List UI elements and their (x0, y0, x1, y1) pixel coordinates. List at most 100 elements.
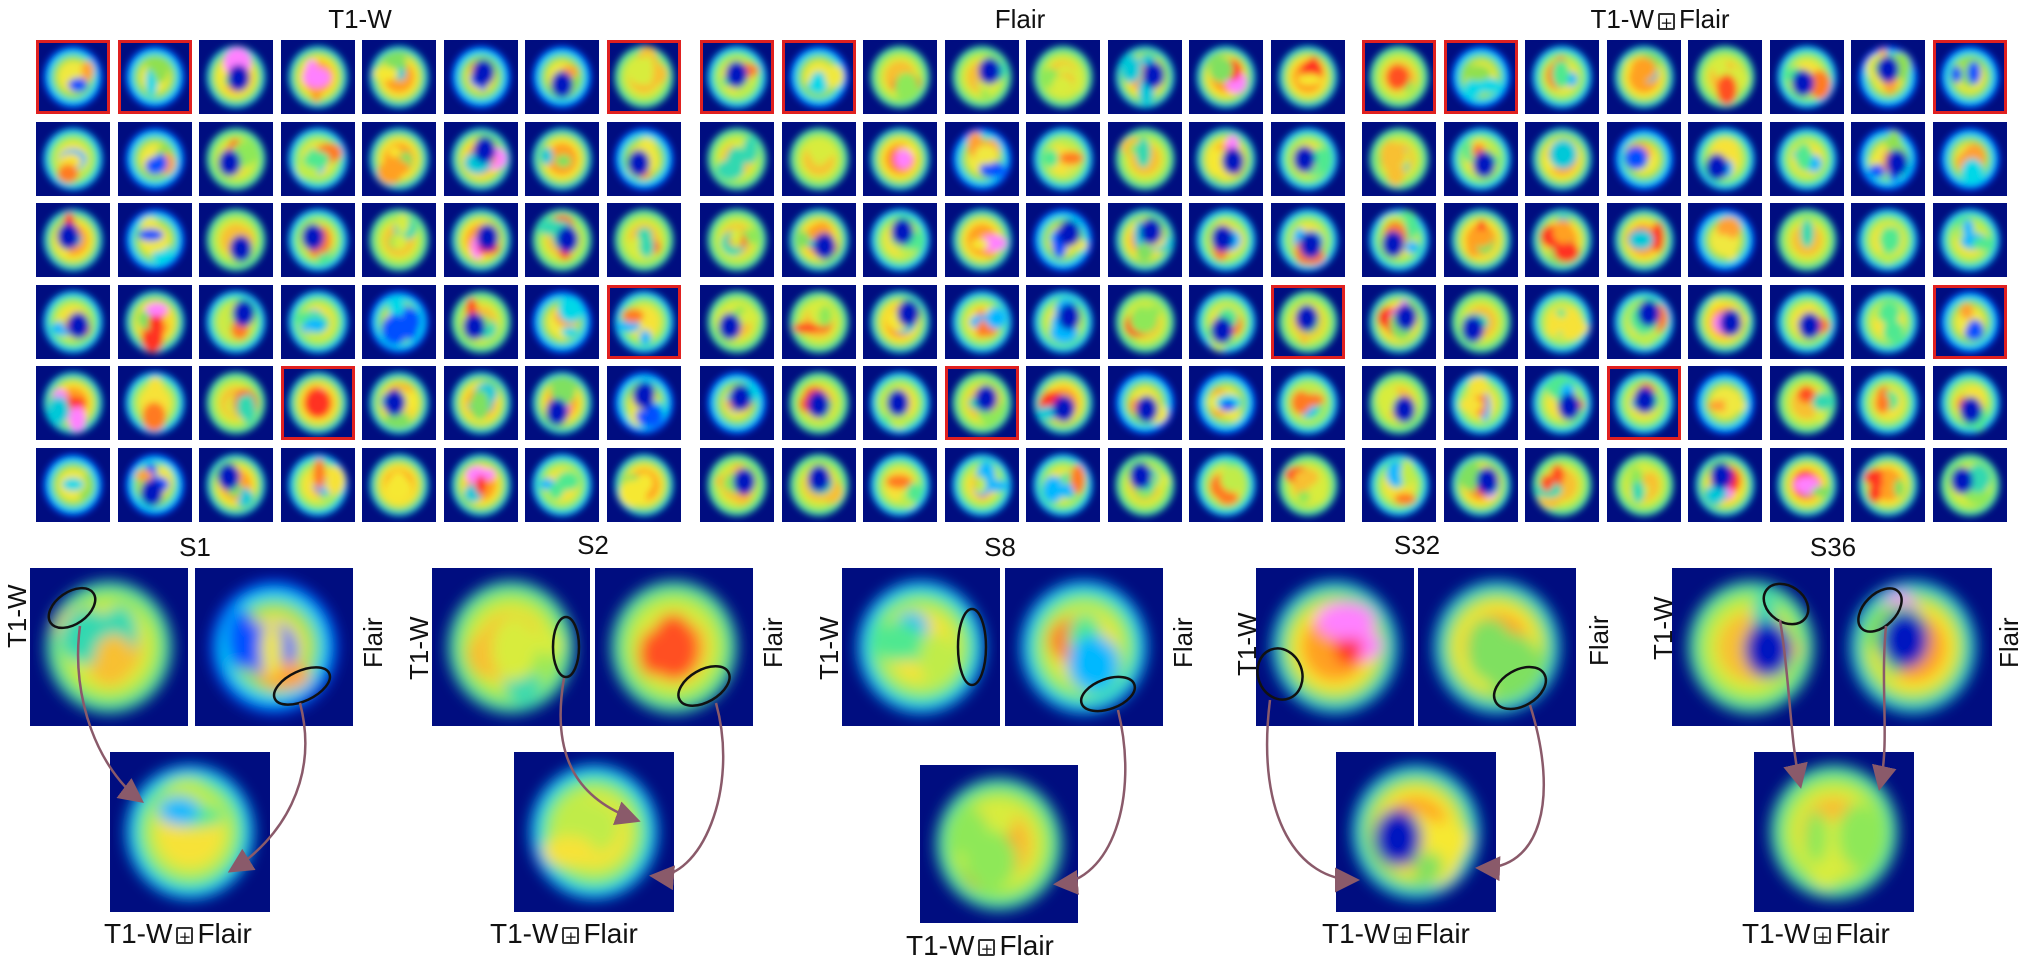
heatmap-tile (36, 121, 110, 196)
heatmap-tile (1189, 366, 1263, 440)
heatmap-tile (700, 447, 774, 522)
heatmap-tile (781, 40, 856, 114)
heatmap-tile (443, 366, 518, 440)
heatmap-tile (1270, 203, 1345, 277)
heatmap-tile (1851, 447, 1925, 522)
heatmap-tile (606, 284, 681, 359)
plus-icon: + (1657, 12, 1675, 31)
t1w-heatmap (30, 568, 188, 726)
t1w-heatmap (1256, 568, 1414, 726)
heatmap-tile (1688, 121, 1762, 196)
heatmap-tile (1606, 203, 1681, 277)
heatmap-tile (1107, 447, 1182, 522)
heatmap-tile (700, 366, 774, 440)
case-s2-caption: T1-W + Flair (490, 918, 638, 950)
heatmap-tile (863, 284, 937, 359)
heatmap-tile (36, 447, 110, 522)
heatmap-tile (443, 447, 518, 522)
caption-part1: T1-W (1742, 918, 1811, 949)
heatmap-tile (700, 203, 774, 277)
heatmap-tile (1026, 366, 1100, 440)
plus-icon: + (978, 939, 996, 957)
heatmap-tile (362, 447, 436, 522)
heatmap-tile (863, 447, 937, 522)
case-s8-right-label: Flair (1168, 617, 1198, 668)
heatmap-tile (606, 447, 681, 522)
heatmap-tile (117, 121, 192, 196)
heatmap-tile (1270, 447, 1345, 522)
heatmap-tile (1525, 366, 1599, 440)
heatmap-tile (1107, 366, 1182, 440)
heatmap-tile (1525, 447, 1599, 522)
heatmap-tile (1688, 284, 1762, 359)
heatmap-tile (606, 40, 681, 114)
heatmap-tile (1026, 447, 1100, 522)
heatmap-tile (1769, 203, 1844, 277)
case-label-s36: S36 (1809, 532, 1857, 562)
heatmap-tile (362, 366, 436, 440)
fused-heatmap (514, 752, 674, 912)
heatmap-tile (280, 447, 355, 522)
case-s1-caption: T1-W + Flair (104, 918, 252, 950)
heatmap-tile (280, 284, 355, 359)
heatmap-tile (443, 284, 518, 359)
fused-heatmap (1754, 752, 1914, 912)
heatmap-tile (1362, 447, 1436, 522)
plus-icon: + (1394, 927, 1412, 945)
heatmap-tile (1688, 447, 1762, 522)
case-label-s1: S1 (179, 532, 211, 562)
heatmap-tile (1026, 121, 1100, 196)
heatmap-tile (280, 203, 355, 277)
heatmap-tile (36, 203, 110, 277)
caption-part2: Flair (999, 930, 1054, 961)
caption-part2: Flair (197, 918, 252, 949)
heatmap-tile (117, 447, 192, 522)
case-s36-right-label: Flair (1994, 617, 2024, 668)
heatmap-tile (1688, 366, 1762, 440)
heatmap-tile (1362, 203, 1436, 277)
heatmap-tile (1851, 284, 1925, 359)
case-s2-right-label: Flair (758, 617, 788, 668)
heatmap-tile (781, 447, 856, 522)
heatmap-tile (199, 203, 273, 277)
heatmap-tile (1270, 40, 1345, 114)
heatmap-tile (1688, 203, 1762, 277)
heatmap-tile (1026, 203, 1100, 277)
heatmap-tile (1270, 366, 1345, 440)
heatmap-tile (1851, 366, 1925, 440)
caption-part1: T1-W (906, 930, 975, 961)
case-label-s8: S8 (984, 532, 1016, 562)
heatmap-tile (1443, 203, 1518, 277)
heatmap-tile (1026, 40, 1100, 114)
caption-part2: Flair (583, 918, 638, 949)
heatmap-tile (1270, 121, 1345, 196)
heatmap-tile (1270, 284, 1345, 359)
heatmap-tile (199, 284, 273, 359)
heatmap-tile (443, 121, 518, 196)
heatmap-tile (1107, 40, 1182, 114)
heatmap-tile (1443, 121, 1518, 196)
heatmap-tile (1932, 366, 2007, 440)
heatmap-tile (525, 447, 599, 522)
heatmap-tile (944, 284, 1019, 359)
heatmap-tile (199, 121, 273, 196)
heatmap-tile (362, 203, 436, 277)
caption-part1: T1-W (490, 918, 559, 949)
heatmap-tile (525, 203, 599, 277)
heatmap-tile (525, 121, 599, 196)
heatmap-tile (1606, 40, 1681, 114)
heatmap-tile (525, 40, 599, 114)
case-s8-left-label: T1-W (814, 616, 844, 680)
heatmap-tile (700, 121, 774, 196)
case-s32-caption: T1-W + Flair (1322, 918, 1470, 950)
combined-title-part2: Flair (1678, 4, 1730, 34)
heatmap-tile (1769, 447, 1844, 522)
heatmap-tile (362, 284, 436, 359)
heatmap-tile (1443, 40, 1518, 114)
fused-heatmap (920, 765, 1078, 923)
heatmap-tile (1362, 284, 1436, 359)
flair-heatmap (595, 568, 753, 726)
heatmap-tile (1362, 40, 1436, 114)
t1w-heatmap (432, 568, 590, 726)
heatmap-tile (1362, 121, 1436, 196)
